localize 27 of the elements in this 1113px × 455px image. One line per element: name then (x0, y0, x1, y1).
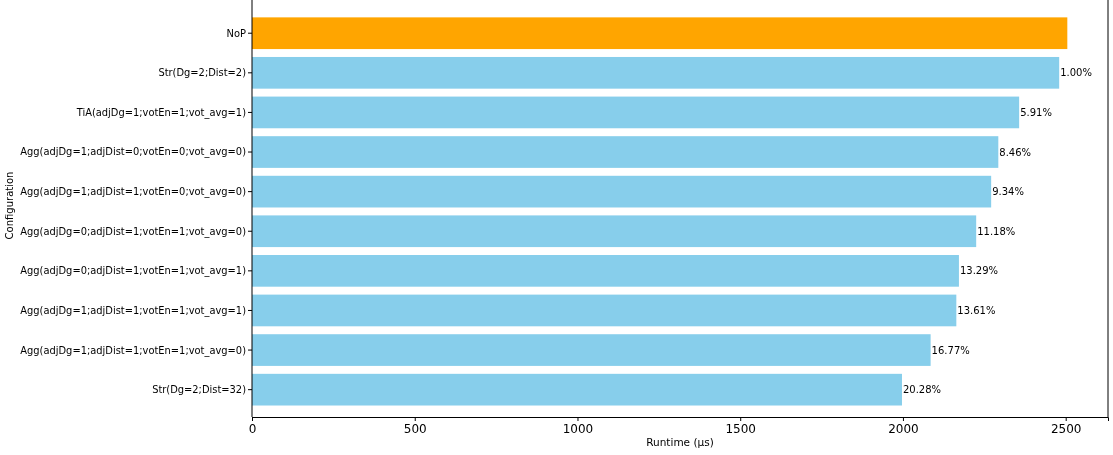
y-tick-label: Str(Dg=2;Dist=2) (158, 67, 246, 79)
x-tick-label: 1500 (725, 421, 756, 436)
annotation: 20.28% (902, 384, 942, 396)
annotation: 13.29% (959, 265, 999, 277)
y-tick-label: Agg(adjDg=1;adjDist=0;votEn=0;vot_avg=0) (20, 146, 246, 159)
y-tick-label: Agg(adjDg=0;adjDist=1;votEn=1;vot_avg=0) (20, 225, 246, 238)
x-tick-label: 500 (403, 421, 427, 436)
x-tick-label: 0 (248, 421, 257, 436)
y-axis-title: Configuration (4, 171, 15, 240)
y-tick-label: Agg(adjDg=0;adjDist=1;votEn=1;vot_avg=1) (20, 265, 246, 278)
y-tick-label: Agg(adjDg=1;adjDist=1;votEn=0;vot_avg=0) (20, 186, 246, 199)
y-tick-label: TiA(adjDg=1;votEn=1;vot_avg=1) (75, 106, 246, 119)
annotation: 16.77% (931, 344, 970, 356)
x-tick-label: 1000 (562, 421, 594, 436)
y-tick-label: Agg(adjDg=1;adjDist=1;votEn=1;vot_avg=0) (20, 344, 246, 357)
y-tick-label: Str(Dg=2;Dist=32) (152, 384, 246, 396)
annotation: 11.18% (977, 225, 1016, 237)
x-tick-label: 2500 (1050, 421, 1082, 436)
annotation: 5.91% (1020, 106, 1052, 118)
y-tick-label: Agg(adjDg=1;adjDist=1;votEn=1;vot_avg=1) (20, 304, 246, 317)
y-tick-label: NoP (226, 27, 247, 39)
x-axis-title: Runtime (μs) (646, 436, 714, 448)
annotation: 8.46% (999, 146, 1032, 158)
annotation: 1.00% (1060, 67, 1092, 79)
annotation: 13.61% (957, 304, 996, 316)
x-tick-label: 2000 (888, 421, 919, 436)
annotation: 9.34% (992, 186, 1024, 198)
